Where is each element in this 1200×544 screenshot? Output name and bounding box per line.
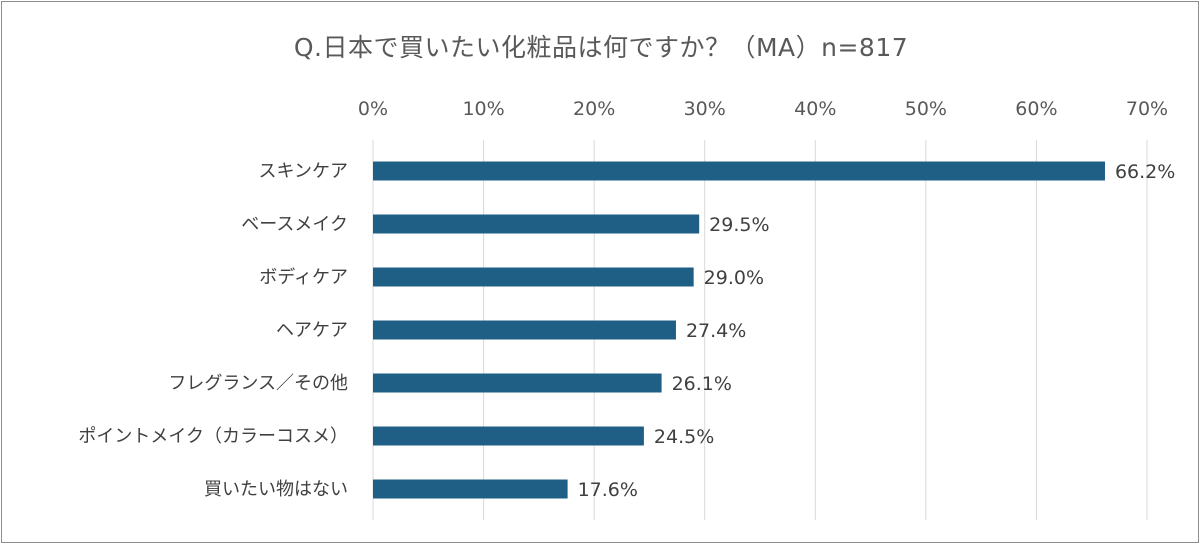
chart-title: Q.日本で買いたい化粧品は何ですか？（MA）n=817 [293, 33, 909, 62]
bars [373, 161, 1105, 499]
category-label: フレグランス／その他 [168, 373, 348, 394]
bar [373, 479, 568, 499]
data-label: 17.6% [578, 479, 638, 501]
category-label: ベースメイク [241, 214, 348, 235]
x-tick-label: 50% [905, 98, 947, 120]
x-tick-label: 20% [573, 98, 615, 120]
category-label: スキンケア [259, 161, 348, 182]
data-label: 29.5% [709, 214, 769, 236]
data-label: 26.1% [672, 373, 732, 395]
data-label: 29.0% [704, 267, 764, 289]
x-tick-label: 30% [684, 98, 726, 120]
x-tick-label: 60% [1015, 98, 1057, 120]
bar [373, 320, 676, 340]
category-labels: スキンケアベースメイクボディケアヘアケアフレグランス／その他ポイントメイク（カラ… [78, 161, 348, 500]
bar [373, 426, 644, 446]
x-axis-ticks: 0% 10% 20% 30% 40% 50% 60% 70% [358, 98, 1168, 120]
data-labels: 66.2% 29.5% 29.0% 27.4% 26.1% 24.5% 17.6% [578, 161, 1176, 501]
category-label: ヘアケア [276, 320, 348, 341]
data-label: 24.5% [654, 426, 714, 448]
x-tick-label: 10% [462, 98, 504, 120]
category-label: ボディケア [259, 267, 348, 288]
x-tick-label: 0% [358, 98, 388, 120]
bar [373, 267, 694, 287]
data-label: 27.4% [686, 320, 746, 342]
x-tick-label: 40% [794, 98, 836, 120]
category-label: 買いたい物はない [204, 479, 348, 500]
bar [373, 373, 662, 393]
bar [373, 161, 1105, 181]
data-label: 66.2% [1115, 161, 1175, 183]
bar [373, 214, 700, 234]
x-tick-label: 70% [1126, 98, 1168, 120]
category-label: ポイントメイク（カラーコスメ） [78, 426, 348, 447]
